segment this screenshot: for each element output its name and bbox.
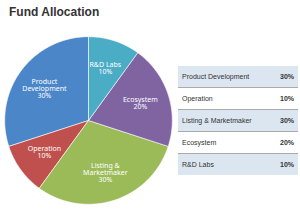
html-text:30%: 30% bbox=[280, 72, 294, 80]
svg-text:R&D Labs10%: R&D Labs10% bbox=[89, 60, 121, 76]
svg-text:ProductDevelopment30%: ProductDevelopment30% bbox=[22, 77, 67, 100]
svg-text:Listing &Marketmaker30%: Listing &Marketmaker30% bbox=[83, 161, 128, 184]
html-text:10%: 10% bbox=[280, 94, 294, 102]
html-text:Fund Allocation: Fund Allocation bbox=[9, 5, 100, 19]
html-text:Operation: Operation bbox=[182, 94, 213, 102]
html-text:Ecosystem: Ecosystem bbox=[182, 138, 217, 146]
html-text:10%: 10% bbox=[280, 160, 294, 168]
html-text:20%: 20% bbox=[280, 138, 294, 146]
html-text:Product Development: Product Development bbox=[182, 72, 250, 80]
svg-text:Ecosystem20%: Ecosystem20% bbox=[123, 95, 158, 111]
html-text:R&D Labs: R&D Labs bbox=[182, 160, 214, 168]
html-text:Listing & Marketmaker: Listing & Marketmaker bbox=[182, 116, 252, 124]
html-text:30%: 30% bbox=[280, 116, 294, 124]
svg-text:Operation10%: Operation10% bbox=[28, 144, 61, 160]
